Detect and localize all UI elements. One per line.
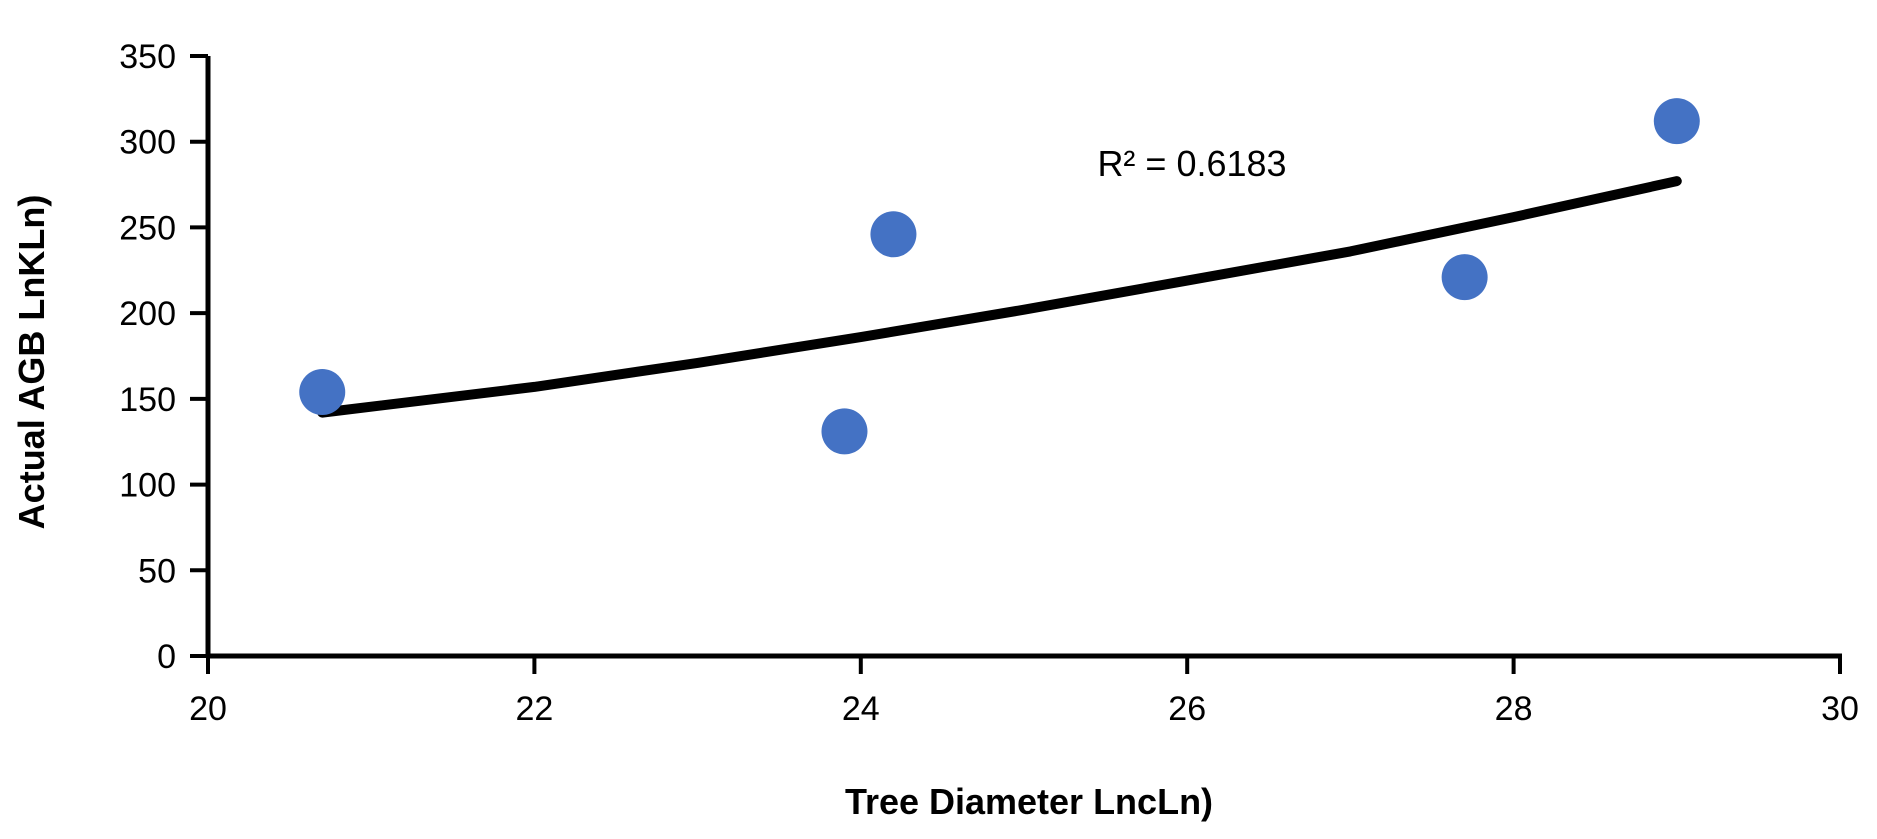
x-tick-label: 20: [189, 690, 227, 728]
x-tick-label: 26: [1168, 690, 1206, 728]
x-tick-label: 30: [1821, 690, 1859, 728]
y-tick-label: 250: [119, 209, 176, 247]
y-tick-label: 100: [119, 467, 176, 505]
axes: 0 50 100 150 200 250 300 350 20 22 24 26 28 30: [119, 38, 1859, 728]
labels: Tree Diameter LncLn) Actual AGB LnKLn) R…: [11, 143, 1287, 822]
y-tick-label: 350: [119, 38, 176, 76]
data-points: [299, 98, 1700, 455]
x-axis-title: Tree Diameter LncLn): [845, 781, 1213, 822]
x-tick-label: 28: [1495, 690, 1533, 728]
data-point: [870, 211, 917, 258]
trendline-path: [317, 176, 1682, 418]
data-point: [299, 369, 346, 415]
y-tick-label: 150: [119, 381, 176, 419]
data-point: [1441, 254, 1488, 301]
x-tick-label: 24: [842, 690, 880, 728]
data-point: [821, 408, 868, 455]
trendline: [317, 176, 1682, 418]
data-point: [1653, 98, 1700, 145]
y-tick-label: 0: [157, 638, 176, 676]
r-squared-annotation: R² = 0.6183: [1097, 143, 1286, 184]
y-tick-label: 300: [119, 124, 176, 162]
y-tick-label: 200: [119, 295, 176, 333]
x-tick-label: 22: [515, 690, 553, 728]
y-tick-label: 50: [138, 552, 176, 590]
y-axis-title: Actual AGB LnKLn): [11, 195, 52, 530]
